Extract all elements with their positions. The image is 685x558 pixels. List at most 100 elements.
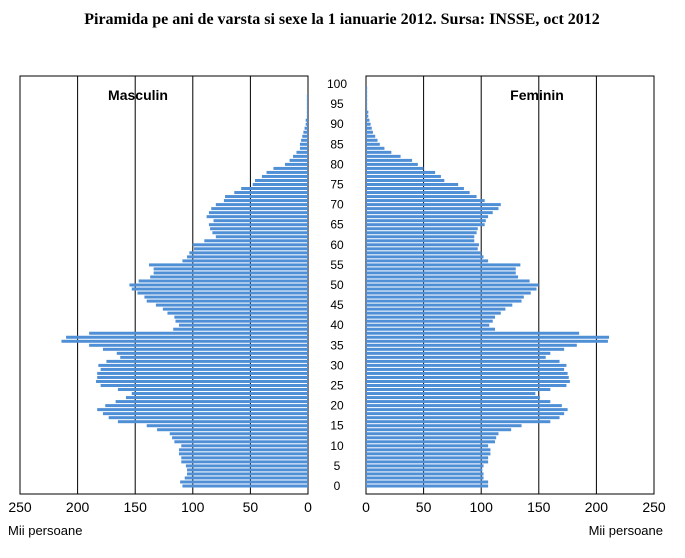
masculin-bar bbox=[225, 195, 308, 199]
feminin-bar bbox=[366, 122, 371, 126]
masculin-bar bbox=[299, 146, 308, 150]
masculin-bar bbox=[97, 375, 309, 379]
masculin-x-tick-labels: 0 50 100 150 200 250 bbox=[8, 499, 312, 515]
age-tick-label: 35 bbox=[330, 338, 344, 352]
age-tick-label: 55 bbox=[330, 258, 344, 272]
masculin-bar bbox=[153, 267, 308, 271]
masculin-bar bbox=[162, 307, 308, 311]
feminin-bar bbox=[366, 255, 484, 259]
masculin-x-axis-label: Mii persoane bbox=[8, 523, 82, 538]
feminin-bar bbox=[366, 335, 610, 339]
masculin-bar bbox=[149, 263, 308, 267]
feminin-bar bbox=[366, 90, 368, 94]
masculin-bar bbox=[306, 102, 308, 106]
masculin-bar bbox=[187, 468, 308, 472]
masculin-bar bbox=[302, 134, 308, 138]
feminin-bar bbox=[366, 275, 519, 279]
feminin-label: Feminin bbox=[510, 87, 564, 103]
feminin-bar bbox=[366, 371, 568, 375]
masculin-panel: Masculin bbox=[19, 75, 309, 495]
feminin-bar bbox=[366, 207, 499, 211]
masculin-bar bbox=[182, 484, 308, 488]
feminin-x-tick-label: 250 bbox=[642, 499, 666, 515]
masculin-bar bbox=[255, 178, 308, 182]
feminin-bar bbox=[366, 271, 516, 275]
feminin-bar bbox=[366, 162, 418, 166]
masculin-x-tick-label: 250 bbox=[8, 499, 32, 515]
feminin-bar bbox=[366, 412, 565, 416]
masculin-bar bbox=[208, 211, 308, 215]
feminin-bar bbox=[366, 267, 516, 271]
feminin-bar bbox=[366, 476, 484, 480]
feminin-bar bbox=[366, 146, 385, 150]
masculin-bar bbox=[105, 404, 308, 408]
age-tick-label: 70 bbox=[330, 198, 344, 212]
feminin-bar bbox=[366, 183, 459, 186]
feminin-bar bbox=[366, 307, 506, 311]
feminin-x-tick-labels: 0 50 100 150 200 250 bbox=[362, 499, 666, 515]
masculin-bar bbox=[178, 448, 308, 452]
masculin-bar bbox=[304, 126, 308, 130]
feminin-bar bbox=[366, 110, 369, 114]
feminin-x-tick-label: 50 bbox=[416, 499, 432, 515]
masculin-bar bbox=[178, 452, 308, 456]
feminin-bar bbox=[366, 375, 569, 379]
feminin-bar bbox=[366, 351, 551, 355]
masculin-bar bbox=[208, 223, 308, 227]
masculin-bar bbox=[173, 327, 308, 331]
masculin-bar bbox=[181, 460, 308, 464]
feminin-bar bbox=[366, 472, 484, 476]
feminin-bar bbox=[366, 231, 477, 235]
feminin-bar bbox=[366, 94, 368, 98]
feminin-bar bbox=[366, 243, 479, 247]
masculin-bar bbox=[96, 379, 308, 383]
masculin-bar bbox=[211, 207, 308, 211]
feminin-bar bbox=[366, 191, 470, 195]
feminin-bar bbox=[366, 215, 489, 219]
masculin-bar bbox=[100, 384, 308, 387]
masculin-bar bbox=[289, 158, 308, 162]
masculin-bar bbox=[89, 343, 309, 347]
feminin-bar bbox=[366, 118, 370, 122]
age-tick-label: 5 bbox=[334, 459, 341, 473]
masculin-bar bbox=[131, 287, 308, 291]
masculin-bar bbox=[131, 392, 308, 396]
feminin-bar bbox=[366, 311, 501, 315]
feminin-bar bbox=[366, 355, 546, 359]
feminin-bar bbox=[366, 359, 560, 363]
masculin-bar bbox=[167, 311, 308, 315]
feminin-bar bbox=[366, 480, 489, 484]
feminin-x-tick-label: 200 bbox=[585, 499, 609, 515]
feminin-panel: Feminin bbox=[365, 75, 655, 495]
masculin-bar bbox=[223, 199, 308, 203]
masculin-bar bbox=[125, 396, 308, 400]
feminin-bar bbox=[366, 339, 608, 343]
masculin-bar bbox=[306, 110, 308, 114]
masculin-bar bbox=[284, 162, 308, 166]
feminin-bar bbox=[366, 424, 522, 428]
age-tick-label: 15 bbox=[330, 419, 344, 433]
masculin-bar bbox=[187, 472, 308, 476]
age-tick-label: 20 bbox=[330, 399, 344, 413]
masculin-bar bbox=[155, 303, 308, 307]
feminin-bar bbox=[366, 134, 376, 138]
masculin-bar bbox=[182, 259, 308, 263]
chart-title: Piramida pe ani de varsta si sexe la 1 i… bbox=[84, 11, 600, 28]
feminin-bar bbox=[366, 367, 565, 371]
masculin-x-tick-label: 50 bbox=[243, 499, 259, 515]
feminin-bar bbox=[366, 251, 482, 255]
masculin-bar bbox=[180, 480, 308, 484]
feminin-bar bbox=[366, 295, 524, 299]
masculin-bar bbox=[97, 408, 309, 412]
feminin-bar bbox=[366, 203, 501, 207]
feminin-bar bbox=[366, 211, 493, 215]
masculin-bar bbox=[192, 243, 308, 247]
feminin-bar bbox=[366, 287, 537, 291]
age-tick-label: 65 bbox=[330, 218, 344, 232]
masculin-bar bbox=[273, 166, 308, 170]
masculin-bar bbox=[137, 291, 308, 295]
feminin-bar bbox=[366, 199, 485, 203]
feminin-bar bbox=[366, 279, 530, 283]
masculin-label: Masculin bbox=[108, 87, 168, 103]
feminin-bar bbox=[366, 432, 499, 436]
